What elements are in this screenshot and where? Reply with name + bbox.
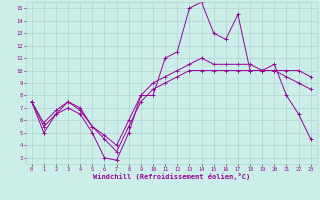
X-axis label: Windchill (Refroidissement éolien,°C): Windchill (Refroidissement éolien,°C): [92, 173, 250, 180]
